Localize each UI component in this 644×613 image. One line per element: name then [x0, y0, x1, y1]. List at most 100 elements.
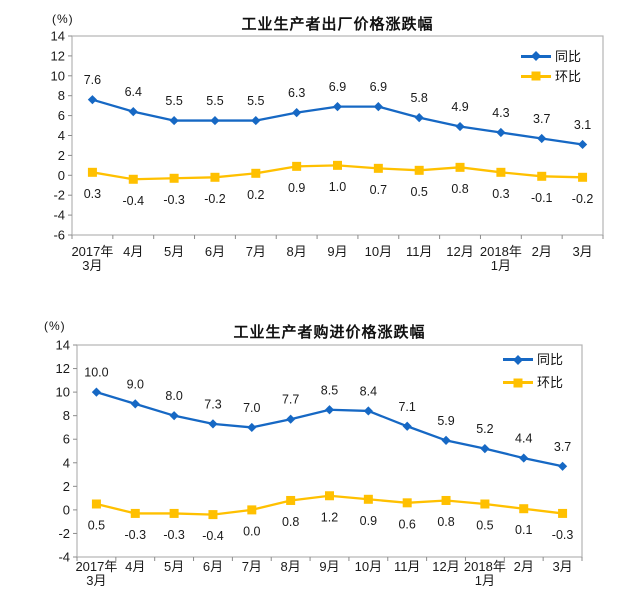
diamond-marker-icon [286, 414, 296, 424]
chart2-legend: 同比 环比 [503, 348, 563, 394]
chart1-y-axis: -6 -4 -2 0 2 4 6 8 10 12 14 [51, 29, 72, 243]
huanbi-data-label: 0.0 [243, 524, 260, 538]
square-marker-icon [558, 508, 568, 518]
diamond-marker-icon [292, 108, 302, 118]
x-category-label: 10月 [355, 559, 382, 574]
huanbi-data-label: 0.5 [410, 185, 427, 199]
square-marker-icon [91, 499, 101, 509]
huanbi-data-label: 0.7 [370, 183, 387, 197]
tongbi-data-label: 6.3 [288, 86, 305, 100]
x-category-label: 3月 [82, 258, 102, 273]
square-marker-icon [247, 505, 257, 515]
chart1-legend-entry-tongbi: 同比 [521, 46, 581, 66]
diamond-marker-icon [169, 115, 179, 126]
tongbi-data-label: 8.4 [360, 384, 377, 398]
tongbi-data-label: 6.9 [370, 80, 387, 94]
chart2-unit-label: (%) [44, 319, 66, 333]
x-category-label: 2月 [514, 559, 534, 574]
x-category-label: 4月 [123, 244, 143, 259]
diamond-marker-icon [169, 411, 179, 421]
huanbi-data-label: 0.2 [247, 188, 264, 202]
huanbi-data-label: 0.9 [288, 181, 305, 195]
x-category-label: 5月 [164, 559, 184, 574]
tongbi-data-label: 6.9 [329, 80, 346, 94]
diamond-marker-icon [130, 399, 140, 409]
y-tick-label: 4 [63, 455, 70, 470]
diamond-marker-icon [324, 405, 335, 415]
x-category-label: 1月 [491, 258, 511, 273]
tongbi-data-label: 9.0 [127, 377, 144, 391]
diamond-marker-icon [247, 422, 257, 433]
tongbi-data-label: 5.2 [476, 422, 493, 436]
tongbi-legend-label: 同比 [537, 352, 564, 367]
y-tick-label: -2 [53, 188, 65, 203]
x-category-label: 2月 [532, 244, 552, 259]
huanbi-data-label: 0.3 [492, 187, 509, 201]
y-tick-label: 14 [51, 29, 65, 44]
tongbi-data-label: 7.0 [243, 401, 260, 415]
square-marker-icon [325, 491, 334, 501]
huanbi-data-label: 0.9 [360, 514, 377, 528]
diamond-marker-icon [91, 387, 102, 397]
y-tick-label: 14 [56, 338, 70, 353]
square-marker-icon [414, 165, 424, 175]
huanbi-data-label: -0.3 [552, 528, 574, 542]
chart2-series-tongbi: 10.0 9.0 8.0 7.3 7.0 7.7 8.5 8.4 7.1 5.9 5.2 4.4 3.7 [84, 366, 571, 471]
diamond-marker-icon [128, 107, 138, 117]
chart2-legend-entry-huanbi: 环比 [503, 371, 563, 394]
square-marker-icon [210, 172, 220, 182]
huanbi-data-label: -0.3 [163, 528, 185, 542]
square-marker-icon [537, 171, 547, 181]
tongbi-data-label: 3.7 [554, 440, 571, 454]
x-category-label: 2018年 [464, 559, 506, 574]
tongbi-legend-label: 同比 [555, 48, 582, 64]
huanbi-data-label: 0.5 [88, 519, 105, 533]
chart2-title: 工业生产者购进价格涨跌幅 [233, 324, 426, 341]
diamond-marker-icon [87, 95, 98, 105]
square-marker-icon [286, 495, 296, 505]
y-tick-label: 8 [58, 88, 65, 103]
square-marker-icon [480, 499, 490, 509]
chart2-legend-entry-tongbi: 同比 [503, 348, 563, 371]
square-marker-icon [169, 173, 179, 183]
square-marker-icon [496, 167, 506, 177]
diamond-marker-icon [480, 444, 490, 454]
tongbi-legend-line [503, 354, 533, 365]
x-category-label: 6月 [203, 559, 223, 574]
square-marker-icon [402, 498, 412, 508]
y-tick-label: -4 [53, 208, 65, 223]
y-tick-label: 12 [51, 48, 65, 63]
huanbi-data-label: -0.2 [204, 192, 226, 206]
diamond-marker-icon [208, 419, 218, 429]
diamond-marker-icon [441, 435, 451, 445]
x-category-label: 7月 [246, 244, 266, 259]
tongbi-data-label: 5.5 [206, 94, 223, 108]
tongbi-data-label: 5.5 [165, 94, 182, 108]
huanbi-data-label: 1.2 [321, 510, 338, 524]
y-tick-label: 10 [51, 68, 65, 83]
square-marker-icon [441, 495, 451, 505]
y-tick-label: 10 [56, 385, 70, 400]
diamond-marker-icon [537, 133, 547, 144]
y-tick-label: 6 [58, 108, 65, 123]
diamond-marker-icon [455, 121, 465, 132]
square-marker-icon [519, 504, 529, 514]
diamond-marker-icon [332, 102, 343, 112]
tongbi-data-label: 4.3 [492, 106, 509, 120]
huanbi-legend-label: 环比 [537, 375, 564, 390]
huanbi-data-label: -0.4 [122, 194, 144, 208]
tongbi-data-label: 7.7 [282, 393, 299, 407]
diamond-marker-icon [402, 421, 412, 431]
huanbi-legend-label: 环比 [555, 68, 582, 84]
huanbi-data-label: 0.1 [515, 523, 532, 537]
huanbi-legend-line [503, 378, 533, 387]
square-marker-icon [363, 494, 373, 504]
chart2-plot-border [76, 344, 583, 558]
square-marker-icon [513, 378, 523, 387]
y-tick-label: 4 [58, 128, 65, 143]
diamond-marker-icon [496, 127, 506, 138]
tongbi-data-label: 5.8 [410, 91, 427, 105]
